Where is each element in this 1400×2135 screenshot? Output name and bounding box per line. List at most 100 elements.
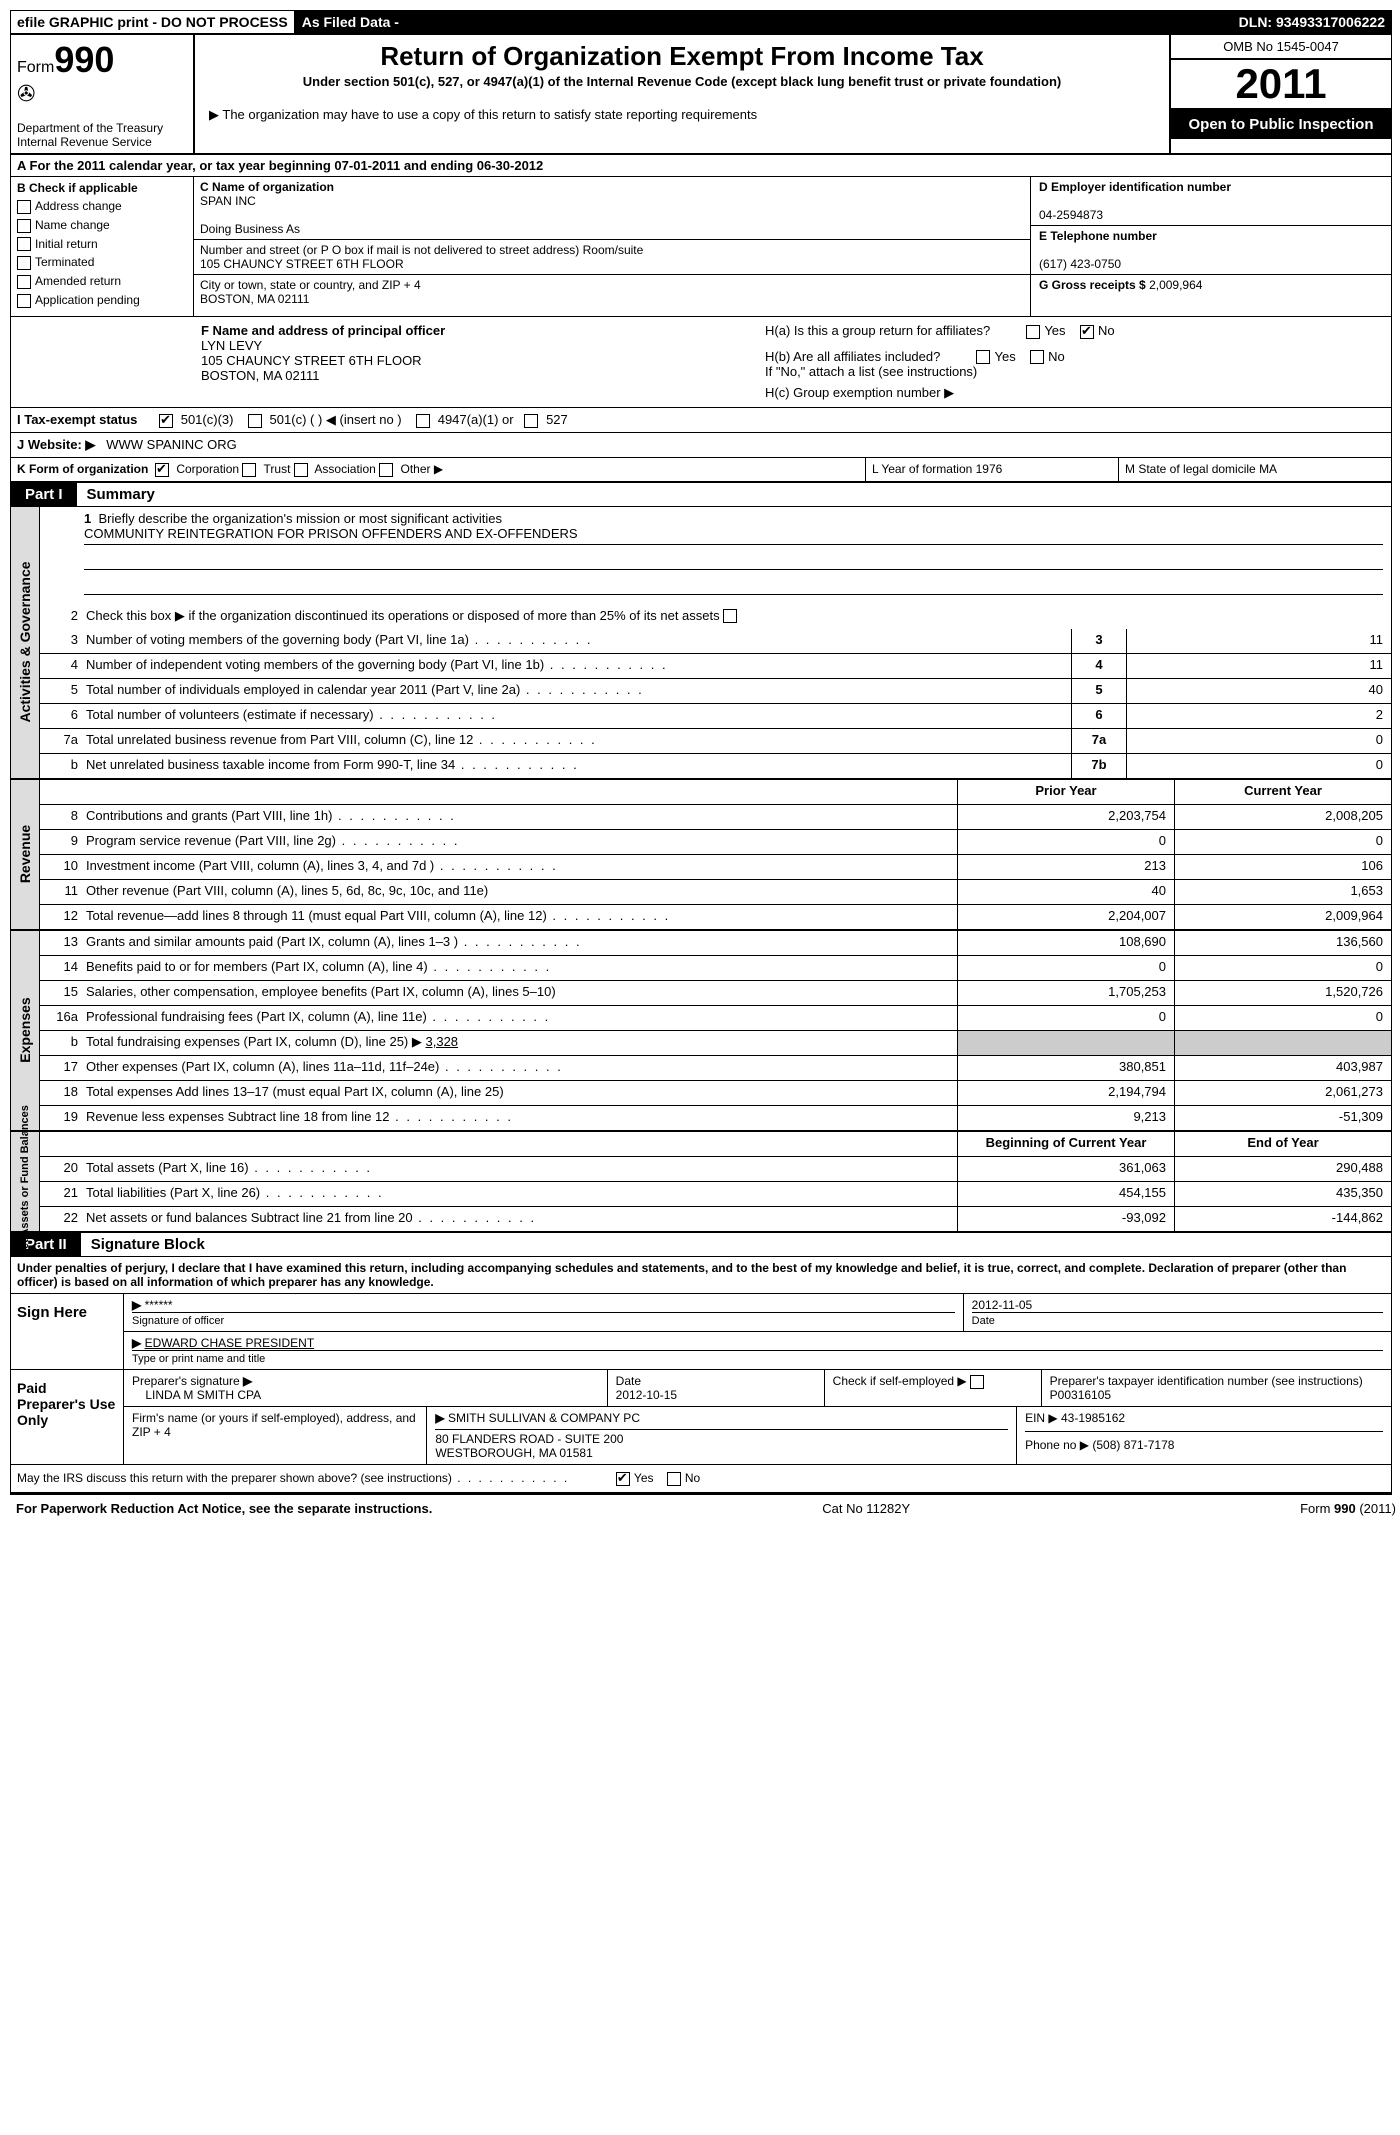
irs-eagle-icon: ✇ [17, 81, 187, 107]
chk-line2[interactable] [723, 609, 737, 623]
chk-hb-no[interactable] [1030, 350, 1044, 364]
chk-ha-no[interactable] [1080, 325, 1094, 339]
firm-lbl-cell: Firm's name (or yours if self-employed),… [124, 1407, 427, 1464]
chk-trust[interactable] [242, 463, 256, 477]
chk-terminated[interactable] [17, 256, 31, 270]
chk-527[interactable] [524, 414, 538, 428]
cell-ein: D Employer identification number 04-2594… [1031, 177, 1391, 226]
arrow-icon4: ▶ [435, 1411, 444, 1425]
lbl-terminated: Terminated [35, 255, 94, 269]
l18-desc: Total expenses Add lines 13–17 (must equ… [82, 1081, 957, 1105]
chk-amended[interactable] [17, 275, 31, 289]
part2-title: Signature Block [81, 1233, 215, 1256]
lbl-corp: Corporation [176, 462, 239, 476]
k-label: K Form of organization [17, 462, 148, 476]
l4-box: 4 [1071, 654, 1126, 678]
col-h-group: H(a) Is this a group return for affiliat… [759, 317, 1391, 407]
part2-header: Part II Signature Block [11, 1233, 1391, 1257]
l19-prior: 9,213 [957, 1106, 1174, 1130]
officer-name-cell: ▶ EDWARD CHASE PRESIDENT Type or print n… [124, 1332, 1391, 1369]
l12-current: 2,009,964 [1174, 905, 1391, 929]
prep-date-lbl: Date [616, 1374, 641, 1388]
l20-end: 290,488 [1174, 1157, 1391, 1181]
ein-value: 04-2594873 [1039, 208, 1103, 222]
chk-address-change[interactable] [17, 200, 31, 214]
arrow-icon: ▶ [132, 1298, 141, 1312]
l16b-current-shade [1174, 1031, 1391, 1055]
officer-city: BOSTON, MA 02111 [201, 368, 320, 383]
prep-sig-lbl: Preparer's signature [132, 1374, 240, 1388]
net-hdr-blank [82, 1132, 957, 1156]
chk-hb-yes[interactable] [976, 350, 990, 364]
chk-corp[interactable] [155, 463, 169, 477]
l15-desc: Salaries, other compensation, employee b… [82, 981, 957, 1005]
chk-discuss-no[interactable] [667, 1472, 681, 1486]
lbl-no: No [1098, 323, 1115, 338]
hb-note: If "No," attach a list (see instructions… [765, 364, 1385, 379]
dba-label: Doing Business As [200, 222, 300, 236]
form-prefix: Form [17, 59, 54, 76]
l4-desc: Number of independent voting members of … [82, 654, 1071, 678]
sig-date: 2012-11-05 [972, 1298, 1033, 1312]
hdr-end: End of Year [1174, 1132, 1391, 1156]
chk-501c3[interactable] [159, 414, 173, 428]
chk-name-change[interactable] [17, 219, 31, 233]
l7b-desc: Net unrelated business taxable income fr… [82, 754, 1071, 778]
l2-text: Check this box ▶ if the organization dis… [86, 608, 720, 623]
chk-discuss-yes[interactable] [616, 1472, 630, 1486]
chk-application-pending[interactable] [17, 294, 31, 308]
l8-current: 2,008,205 [1174, 805, 1391, 829]
chk-501c[interactable] [248, 414, 262, 428]
part1-header: Part I Summary [11, 483, 1391, 507]
l15-current: 1,520,726 [1174, 981, 1391, 1005]
open-to-public: Open to Public Inspection [1171, 110, 1391, 139]
header-mid: Return of Organization Exempt From Incom… [195, 35, 1171, 153]
lbl-amended: Amended return [35, 274, 121, 288]
chk-other[interactable] [379, 463, 393, 477]
f-label: F Name and address of principal officer [201, 323, 445, 338]
i-label: I Tax-exempt status [17, 412, 137, 427]
firm-ein-phone-cell: EIN ▶ 43-1985162 Phone no ▶ (508) 871-71… [1017, 1407, 1391, 1464]
lbl-501c: 501(c) ( ) ◀ (insert no ) [270, 412, 402, 427]
gross-value: 2,009,964 [1149, 278, 1202, 292]
l18-prior: 2,194,794 [957, 1081, 1174, 1105]
irs-label: Internal Revenue Service [17, 135, 187, 149]
row-a-text: A For the 2011 calendar year, or tax yea… [17, 158, 543, 173]
rev-hdr-blank [82, 780, 957, 804]
vtab-rev-label: Revenue [17, 825, 33, 883]
chk-4947[interactable] [416, 414, 430, 428]
lbl-application-pending: Application pending [35, 293, 140, 307]
paid-preparer-row: Paid Preparer's Use Only Preparer's sign… [11, 1370, 1391, 1465]
dept-treasury: Department of the Treasury [17, 121, 187, 135]
chk-ha-yes[interactable] [1026, 325, 1040, 339]
l21-begin: 454,155 [957, 1182, 1174, 1206]
l7b-box: 7b [1071, 754, 1126, 778]
l6-box: 6 [1071, 704, 1126, 728]
website-value: WWW SPANINC ORG [106, 437, 236, 452]
section-bcd: B Check if applicable Address change Nam… [11, 177, 1391, 317]
rev-content: Prior YearCurrent Year 8Contributions an… [40, 780, 1391, 929]
ptin-lbl: Preparer's taxpayer identification numbe… [1050, 1374, 1363, 1388]
tax-year: 2011 [1171, 60, 1391, 110]
lbl-other: Other ▶ [400, 462, 443, 476]
l14-desc: Benefits paid to or for members (Part IX… [82, 956, 957, 980]
chk-initial-return[interactable] [17, 237, 31, 251]
firm-addr2: WESTBOROUGH, MA 01581 [435, 1446, 1008, 1460]
chk-self-employed[interactable] [970, 1375, 984, 1389]
l8-desc: Contributions and grants (Part VIII, lin… [82, 805, 957, 829]
col-b-checkboxes: B Check if applicable Address change Nam… [11, 177, 194, 316]
discuss-row: May the IRS discuss this return with the… [11, 1465, 1391, 1492]
lbl-trust: Trust [264, 462, 291, 476]
l6-val: 2 [1126, 704, 1391, 728]
l9-desc: Program service revenue (Part VIII, line… [82, 830, 957, 854]
gross-label: G Gross receipts $ [1039, 278, 1146, 292]
ein-label: D Employer identification number [1039, 180, 1231, 194]
row-klm: K Form of organization Corporation Trust… [11, 458, 1391, 483]
firm-phone: (508) 871-7178 [1092, 1438, 1174, 1452]
mission-blank2 [84, 576, 1383, 595]
vtab-net-label: Net Assets or Fund Balances [19, 1106, 31, 1258]
section-fh: F Name and address of principal officer … [11, 317, 1391, 408]
chk-assoc[interactable] [294, 463, 308, 477]
omb-no: OMB No 1545-0047 [1171, 35, 1391, 60]
hb-row: H(b) Are all affiliates included? Yes No [765, 349, 1385, 365]
